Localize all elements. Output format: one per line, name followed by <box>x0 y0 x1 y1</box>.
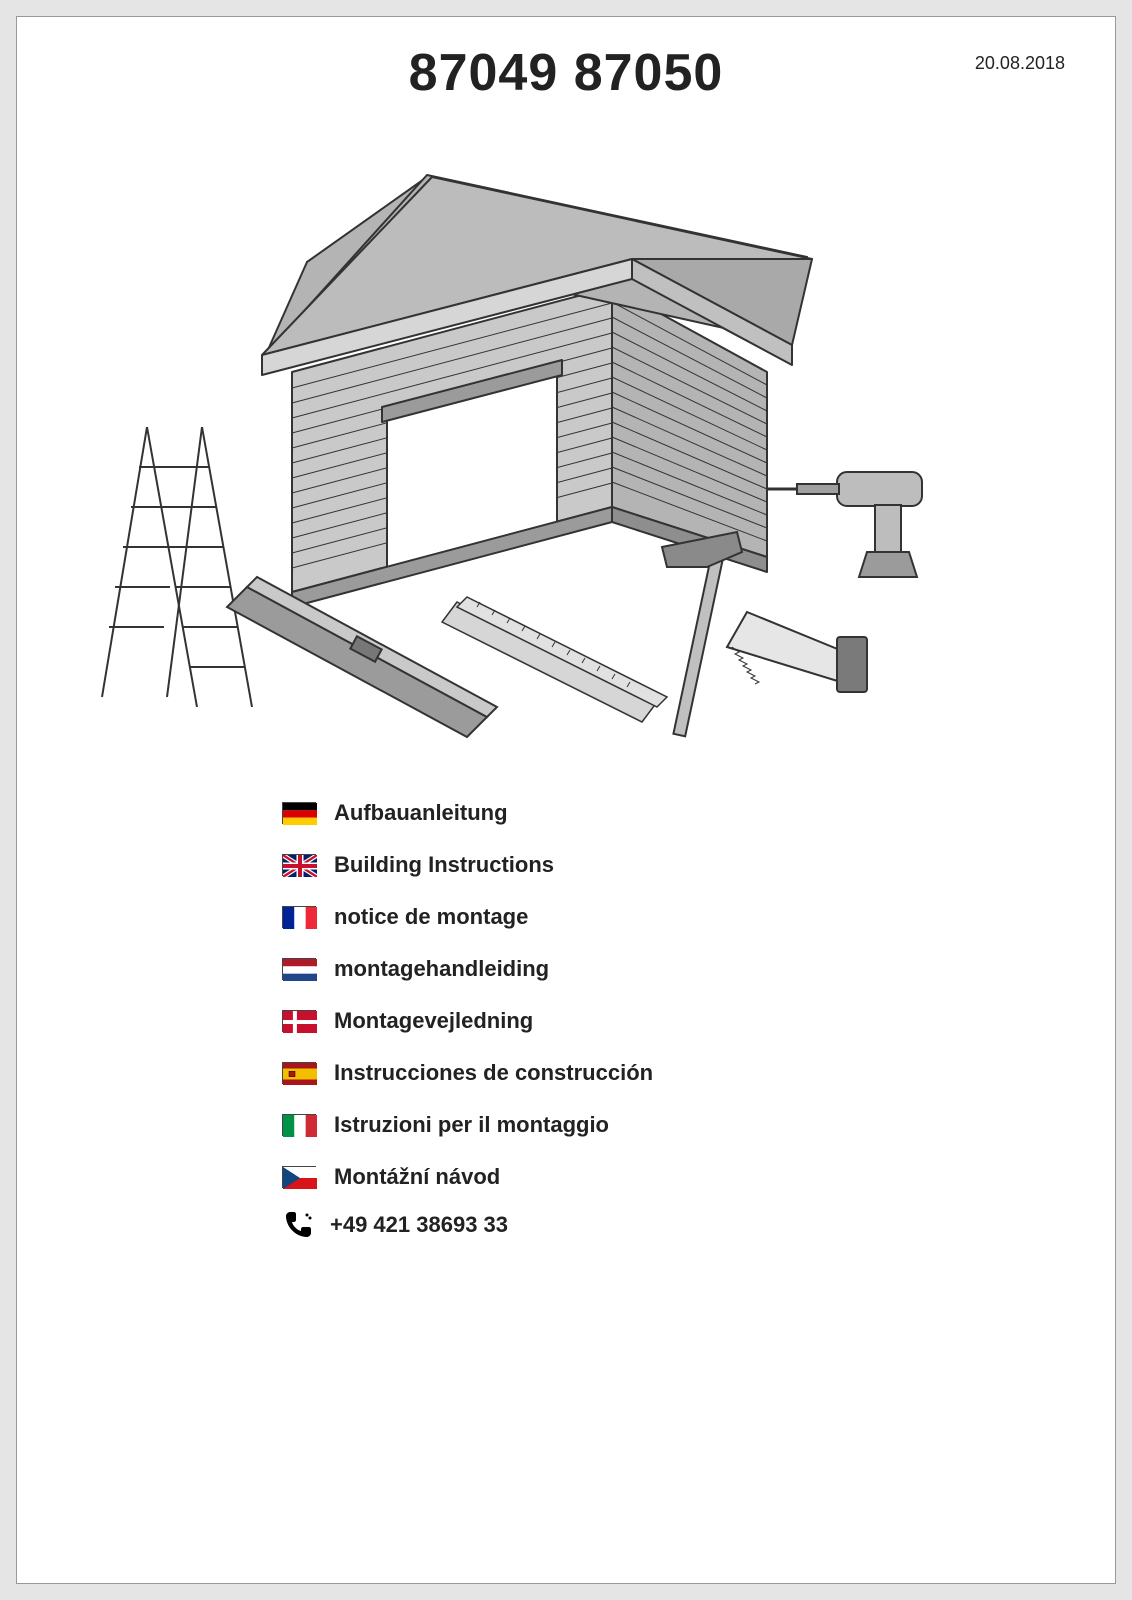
language-label: Montážní návod <box>334 1164 500 1190</box>
language-row-cz: Montážní návod <box>282 1151 653 1203</box>
language-label: Instrucciones de construcción <box>334 1060 653 1086</box>
language-label: montagehandleiding <box>334 956 549 982</box>
language-label: Montagevejledning <box>334 1008 533 1034</box>
language-row-it: Istruzioni per il montaggio <box>282 1099 653 1151</box>
manual-cover-page: 20.08.2018 87049 87050 <box>16 16 1116 1584</box>
saw-icon <box>727 612 867 692</box>
phone-icon <box>282 1209 314 1241</box>
product-illustration <box>67 147 1067 777</box>
language-label: Building Instructions <box>334 852 554 878</box>
language-label: notice de montage <box>334 904 528 930</box>
language-row-nl: montagehandleiding <box>282 943 653 995</box>
flag-gb-icon <box>282 854 316 876</box>
flag-dk-icon <box>282 1010 316 1032</box>
flag-nl-icon <box>282 958 316 980</box>
hammer-icon <box>662 532 742 736</box>
language-row-gb: Building Instructions <box>282 839 653 891</box>
flag-de-icon <box>282 802 316 824</box>
language-row-fr: notice de montage <box>282 891 653 943</box>
level-icon <box>227 577 497 737</box>
ladder-icon <box>102 427 252 707</box>
language-label: Istruzioni per il montaggio <box>334 1112 609 1138</box>
flag-es-icon <box>282 1062 316 1084</box>
contact-phone-number: +49 421 38693 33 <box>330 1212 508 1238</box>
flag-fr-icon <box>282 906 316 928</box>
language-label: Aufbauanleitung <box>334 800 508 826</box>
contact-phone-row: +49 421 38693 33 <box>282 1209 508 1241</box>
language-row-dk: Montagevejledning <box>282 995 653 1047</box>
drill-icon <box>767 472 922 577</box>
flag-it-icon <box>282 1114 316 1136</box>
language-row-es: Instrucciones de construcción <box>282 1047 653 1099</box>
product-number-title: 87049 87050 <box>17 43 1115 103</box>
language-list: Aufbauanleitung Building Instructions noti… <box>282 787 653 1203</box>
language-row-de: Aufbauanleitung <box>282 787 653 839</box>
flag-cz-icon <box>282 1166 316 1188</box>
